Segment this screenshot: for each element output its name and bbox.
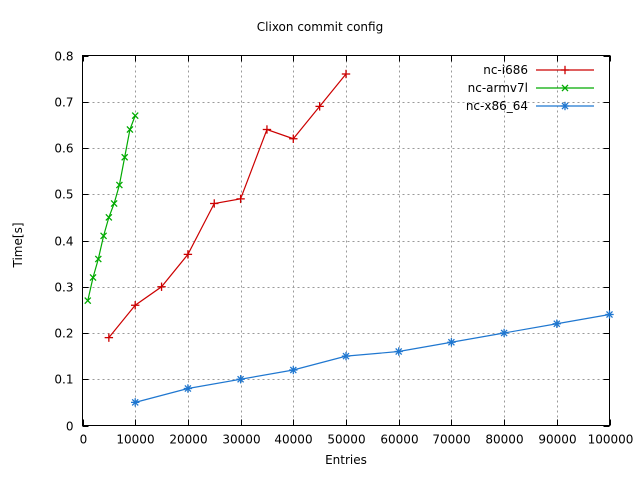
legend-label-nc-armv7l[interactable]: nc-armv7l (468, 81, 528, 95)
data-point (341, 69, 351, 79)
data-point (289, 365, 298, 375)
series-nc-armv7l (84, 112, 139, 305)
series-nc-x86_64 (131, 310, 614, 407)
data-point (183, 384, 193, 393)
series-line (87, 115, 136, 301)
x-tick-label: 40000 (274, 433, 312, 447)
x-tick-label: 10000 (116, 433, 154, 447)
data-point (121, 153, 129, 161)
data-point (499, 328, 509, 338)
data-point (605, 310, 614, 319)
y-tick-label: 0.7 (54, 96, 73, 110)
y-axis-label: Time[s] (11, 223, 25, 269)
x-tick-label: 100000 (588, 433, 634, 447)
x-tick-label: 60000 (380, 433, 418, 447)
series-line (108, 73, 347, 339)
y-tick-label: 0.8 (54, 50, 73, 64)
data-point (394, 347, 403, 356)
chart-title: Clixon commit config (257, 20, 383, 34)
x-tick-label: 80000 (485, 433, 523, 447)
series-line (135, 313, 610, 403)
x-axis-label: Entries (325, 453, 367, 467)
data-point (447, 338, 456, 347)
data-point (131, 398, 140, 407)
legend-marker-nc-armv7l (561, 84, 569, 92)
grid-lines (82, 55, 610, 426)
x-tick-label: 0 (80, 433, 88, 447)
data-point (183, 250, 193, 259)
y-tick-label: 0.3 (54, 281, 73, 295)
x-tick-label: 70000 (432, 433, 470, 447)
data-point (104, 333, 114, 342)
y-tick-label: 0.6 (54, 142, 73, 156)
data-point (157, 282, 166, 291)
data-point (84, 297, 92, 305)
data-point (126, 126, 134, 133)
y-tick-label: 0 (66, 420, 74, 434)
series-nc-i686 (104, 69, 351, 342)
x-tick-label: 30000 (222, 433, 260, 447)
legend-marker-nc-i686 (560, 65, 570, 75)
x-axis-ticks: 0 10000 20000 30000 40000 50000 60000 70000 8000… (80, 55, 634, 447)
data-point (100, 232, 108, 240)
data-point (236, 375, 245, 384)
data-point (131, 112, 139, 120)
y-tick-label: 0.1 (54, 373, 73, 387)
data-point (115, 181, 123, 189)
data-point (94, 255, 102, 263)
data-series (84, 69, 614, 407)
data-point (110, 200, 118, 207)
y-axis-ticks: 0 0.1 0.2 0.3 0.4 0.5 0.6 0.7 0.8 (54, 50, 610, 434)
plot-border (82, 55, 610, 426)
chart-legend: nc-i686 nc-armv7l nc-x86_64 (466, 63, 594, 113)
data-point (89, 274, 97, 281)
legend-marker-nc-x86_64 (560, 101, 570, 111)
data-point (315, 102, 324, 111)
data-point (262, 125, 272, 134)
data-point (210, 199, 219, 208)
legend-label-nc-i686[interactable]: nc-i686 (483, 63, 528, 77)
data-point (341, 351, 351, 361)
x-tick-label: 90000 (538, 433, 576, 447)
data-point (552, 319, 561, 328)
x-tick-label: 20000 (169, 433, 207, 447)
data-point (236, 194, 245, 204)
data-point (289, 134, 298, 143)
y-tick-label: 0.2 (54, 327, 73, 341)
x-tick-label: 50000 (327, 433, 365, 447)
y-tick-label: 0.4 (54, 235, 73, 249)
legend-label-nc-x86_64[interactable]: nc-x86_64 (466, 99, 528, 113)
data-point (105, 213, 113, 221)
data-point (131, 301, 140, 310)
y-tick-label: 0.5 (54, 188, 73, 202)
